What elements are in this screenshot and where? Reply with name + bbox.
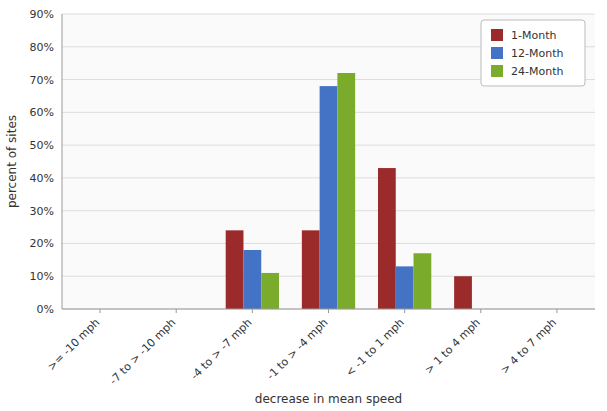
- x-tick: [176, 309, 177, 313]
- bar: [378, 168, 396, 309]
- legend-label: 12-Month: [511, 47, 563, 60]
- bar: [337, 73, 355, 309]
- bar: [243, 250, 261, 309]
- legend-label: 24-Month: [511, 65, 563, 78]
- bar: [302, 230, 320, 309]
- grid-line: [62, 14, 595, 15]
- x-tick-label: -1 to > -4 mph: [264, 316, 330, 382]
- bar: [454, 276, 472, 309]
- y-axis-label: percent of sites: [5, 115, 19, 208]
- legend: 1-Month 12-Month 24-Month: [481, 20, 585, 86]
- y-tick-label: 70%: [30, 74, 54, 87]
- y-tick-label: 90%: [30, 8, 54, 21]
- x-axis-label: decrease in mean speed: [255, 392, 402, 406]
- x-tick: [404, 309, 405, 313]
- x-tick-label: -4 to > -7 mph: [188, 316, 254, 382]
- legend-label: 1-Month: [511, 29, 556, 42]
- legend-swatch: [491, 65, 503, 77]
- x-tick: [328, 309, 329, 313]
- plot-background: [62, 14, 595, 309]
- y-tick-label: 10%: [30, 270, 54, 283]
- y-tick-label: 50%: [30, 139, 54, 152]
- y-axis-line: [62, 14, 63, 309]
- x-tick-label: > 4 to 7 mph: [498, 316, 559, 377]
- legend-box: [481, 20, 585, 86]
- x-tick-label: >= -10 mph: [45, 316, 102, 373]
- x-tick: [252, 309, 253, 313]
- bar: [320, 86, 338, 309]
- bar: [261, 273, 279, 309]
- y-tick-label: 40%: [30, 172, 54, 185]
- y-tick-label: 0%: [37, 303, 54, 316]
- x-tick-label: > 1 to 4 mph: [422, 316, 483, 377]
- x-tick-label: -7 to > -10 mph: [107, 316, 178, 387]
- x-tick: [480, 309, 481, 313]
- y-tick-label: 60%: [30, 106, 54, 119]
- y-tick-label: 80%: [30, 41, 54, 54]
- x-tick: [100, 309, 101, 313]
- legend-swatch: [491, 47, 503, 59]
- y-tick-label: 20%: [30, 237, 54, 250]
- x-tick: [556, 309, 557, 313]
- chart-container: 0%10%20%30%40%50%60%70%80%90%>= -10 mph-…: [0, 0, 607, 411]
- chart-svg: 0%10%20%30%40%50%60%70%80%90%>= -10 mph-…: [0, 0, 607, 411]
- y-tick-label: 30%: [30, 205, 54, 218]
- bar: [414, 253, 432, 309]
- legend-swatch: [491, 29, 503, 41]
- bar: [396, 266, 414, 309]
- x-tick-label: < -1 to 1 mph: [343, 316, 407, 380]
- bar: [226, 230, 244, 309]
